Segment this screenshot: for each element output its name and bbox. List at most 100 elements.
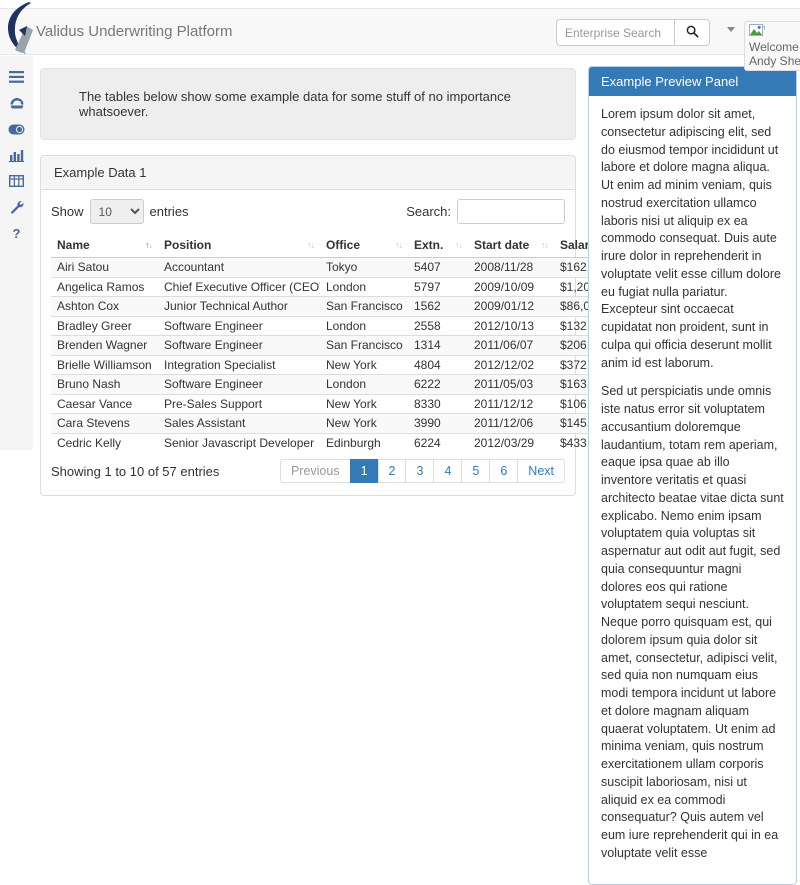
column-header-position[interactable]: Position ↑↓ bbox=[158, 233, 320, 258]
panel-title: Example Data 1 bbox=[41, 156, 575, 190]
search-label: Search: bbox=[406, 204, 451, 219]
user-menu-button[interactable]: Welcome Andy Shep bbox=[744, 21, 800, 71]
table-cell: Ashton Cox bbox=[51, 296, 158, 316]
table-cell: Tokyo bbox=[320, 257, 408, 277]
table-cell: Bradley Greer bbox=[51, 315, 158, 336]
validus-logo bbox=[5, 0, 37, 59]
column-label: Salary bbox=[560, 238, 597, 252]
intro-text: The tables below show some example data … bbox=[79, 89, 511, 119]
table-cell: 1314 bbox=[408, 335, 468, 355]
table-cell: Chief Executive Officer (CEO) bbox=[158, 276, 320, 297]
table-row: Brenden Wagner Software Engineer San Franc… bbox=[51, 335, 633, 355]
table-row: Caesar Vance Pre-Sales Support New York 833… bbox=[51, 393, 633, 414]
pagination-next[interactable]: Next bbox=[517, 459, 565, 483]
table-cell: Software Engineer bbox=[158, 335, 320, 355]
chevron-down-icon[interactable] bbox=[727, 27, 735, 32]
pagination-page-2[interactable]: 2 bbox=[377, 459, 407, 483]
pagination-page-6[interactable]: 6 bbox=[489, 459, 519, 483]
entries-label: entries bbox=[149, 204, 189, 219]
table-row: Airi Satou Accountant Tokyo 5407 2008/11/28 $… bbox=[51, 257, 633, 277]
pagination: Previous 1 2 3 4 5 6 Next bbox=[279, 459, 565, 483]
column-header-start-date[interactable]: Start date ↑↓ bbox=[468, 233, 554, 258]
table-cell: Pre-Sales Support bbox=[158, 393, 320, 414]
table-cell: New York bbox=[320, 413, 408, 433]
table-cell: Senior Javascript Developer bbox=[158, 432, 320, 452]
pagination-page-1[interactable]: 1 bbox=[349, 459, 379, 483]
table-cell: 3990 bbox=[408, 413, 468, 433]
table-row: Bradley Greer Software Engineer London 2558… bbox=[51, 315, 633, 336]
table-cell: Sales Assistant bbox=[158, 413, 320, 433]
table-cell: New York bbox=[320, 393, 408, 414]
top-navbar: Validus Underwriting Platform Welcome An… bbox=[0, 8, 800, 71]
table-body: Airi Satou Accountant Tokyo 5407 2008/11/28 $… bbox=[51, 257, 633, 452]
page-length-select[interactable]: 10 bbox=[89, 199, 144, 224]
toggle-icon[interactable] bbox=[8, 121, 25, 137]
table-cell: Software Engineer bbox=[158, 315, 320, 336]
wrench-icon[interactable] bbox=[8, 199, 25, 215]
enterprise-search-input[interactable] bbox=[556, 19, 674, 46]
column-header-extn-[interactable]: Extn. ↑↓ bbox=[408, 233, 468, 258]
app-title: Validus Underwriting Platform bbox=[36, 23, 233, 40]
table-cell: 2009/10/09 bbox=[468, 276, 554, 297]
page-length-control: Show 10 entries bbox=[51, 199, 189, 224]
show-label: Show bbox=[51, 204, 84, 219]
column-label: Position bbox=[164, 238, 212, 252]
table-cell: 1562 bbox=[408, 296, 468, 316]
table-cell: Edinburgh bbox=[320, 432, 408, 452]
table-cell: Airi Satou bbox=[51, 257, 158, 277]
table-cell: London bbox=[320, 276, 408, 297]
sort-arrows-icon: ↑↓ bbox=[541, 240, 549, 250]
user-greeting: Welcome Andy Shep bbox=[749, 40, 800, 68]
table-icon[interactable] bbox=[8, 173, 25, 189]
table-cell: San Francisco bbox=[320, 296, 408, 316]
table-cell: Angelica Ramos bbox=[51, 276, 158, 297]
table-row: Cedric Kelly Senior Javascript Developer E… bbox=[51, 432, 633, 452]
column-header-name[interactable]: Name ↑↓ bbox=[51, 233, 158, 258]
table-cell: 2012/10/13 bbox=[468, 315, 554, 336]
table-cell: 2011/12/12 bbox=[468, 393, 554, 414]
table-cell: 8330 bbox=[408, 393, 468, 414]
table-row: Brielle Williamson Integration Specialist… bbox=[51, 354, 633, 375]
menu-bars-icon[interactable] bbox=[8, 69, 25, 85]
search-icon bbox=[686, 25, 699, 41]
table-cell: 2011/06/07 bbox=[468, 335, 554, 355]
search-button[interactable] bbox=[674, 19, 710, 46]
column-label: Start date bbox=[474, 238, 530, 252]
table-cell: Brenden Wagner bbox=[51, 335, 158, 355]
table-cell: Cara Stevens bbox=[51, 413, 158, 433]
table-summary: Showing 1 to 10 of 57 entries bbox=[51, 463, 220, 479]
column-header-office[interactable]: Office ↑↓ bbox=[320, 233, 408, 258]
example-data-panel: Example Data 1 Show 10 entries Search: N… bbox=[40, 155, 633, 496]
main-content: The tables below show some example data … bbox=[40, 56, 633, 496]
broken-avatar-image-icon bbox=[749, 24, 765, 40]
pagination-page-3[interactable]: 3 bbox=[405, 459, 435, 483]
sort-arrows-icon: ↑↓ bbox=[145, 240, 153, 250]
example-data-table: Name ↑↓ Position ↑↓ Office ↑↓ Extn. ↑↓ Start dat… bbox=[51, 233, 633, 452]
bar-chart-icon[interactable] bbox=[8, 147, 25, 163]
column-label: Name bbox=[57, 238, 90, 252]
pagination-previous[interactable]: Previous bbox=[279, 459, 351, 483]
table-cell: 2012/12/02 bbox=[468, 354, 554, 375]
table-search-input[interactable] bbox=[457, 199, 565, 224]
table-cell: Accountant bbox=[158, 257, 320, 277]
sort-arrows-icon: ↑↓ bbox=[395, 240, 403, 250]
preview-panel-body: Lorem ipsum dolor sit amet, consectetur … bbox=[589, 96, 796, 884]
preview-paragraph: Lorem ipsum dolor sit amet, consectetur … bbox=[601, 107, 781, 370]
table-cell: 4804 bbox=[408, 354, 468, 375]
table-cell: San Francisco bbox=[320, 335, 408, 355]
table-header-row: Name ↑↓ Position ↑↓ Office ↑↓ Extn. ↑↓ Start dat… bbox=[51, 233, 633, 258]
column-label: Office bbox=[326, 238, 361, 252]
pagination-page-4[interactable]: 4 bbox=[433, 459, 463, 483]
preview-panel-title: Example Preview Panel bbox=[589, 67, 796, 96]
table-cell: London bbox=[320, 374, 408, 394]
table-row: Ashton Cox Junior Technical Author San Fra… bbox=[51, 296, 633, 316]
table-cell: Brielle Williamson bbox=[51, 354, 158, 375]
table-cell: Caesar Vance bbox=[51, 393, 158, 414]
help-question-icon[interactable]: ? bbox=[12, 225, 21, 241]
table-cell: 6224 bbox=[408, 432, 468, 452]
table-cell: Junior Technical Author bbox=[158, 296, 320, 316]
column-label: Extn. bbox=[414, 238, 444, 252]
dashboard-gauge-icon[interactable] bbox=[8, 95, 25, 111]
pagination-page-5[interactable]: 5 bbox=[461, 459, 491, 483]
sort-arrows-icon: ↑↓ bbox=[307, 240, 315, 250]
